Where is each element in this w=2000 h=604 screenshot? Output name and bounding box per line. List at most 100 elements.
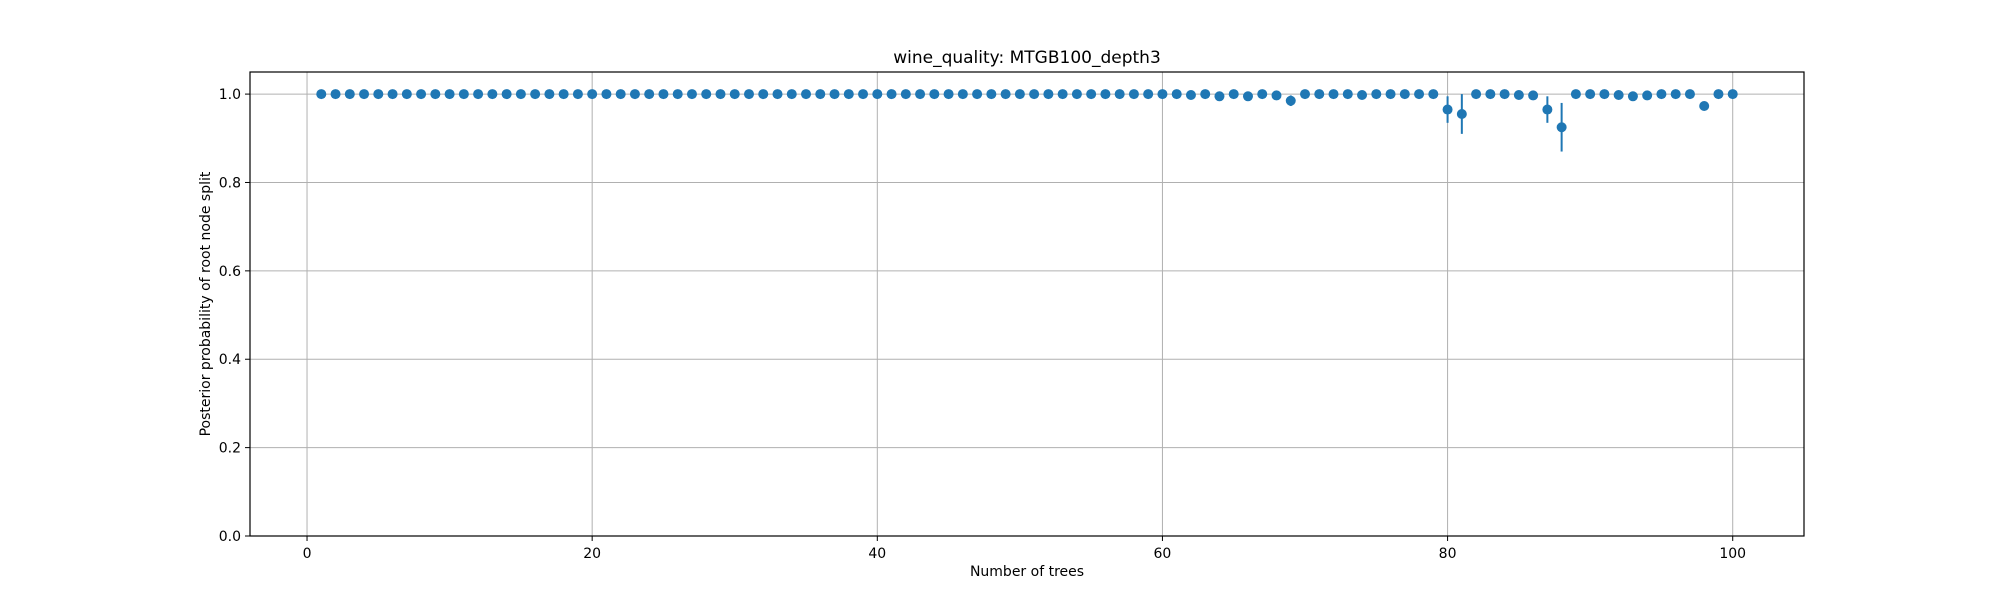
x-tick-label: 0: [303, 546, 312, 562]
data-point: [344, 89, 355, 100]
data-point: [1656, 89, 1667, 100]
data-point: [1499, 89, 1510, 100]
data-point: [915, 89, 926, 100]
data-point: [544, 89, 555, 100]
data-point: [530, 89, 541, 100]
data-point: [1485, 89, 1496, 100]
x-tick-label: 20: [583, 546, 601, 562]
data-point: [772, 89, 783, 100]
data-point: [487, 89, 498, 100]
data-point: [1214, 91, 1225, 102]
data-point: [1342, 89, 1353, 100]
data-point: [1399, 89, 1410, 100]
data-point: [416, 89, 427, 100]
data-point: [729, 89, 740, 100]
data-point: [801, 89, 812, 100]
data-point: [1570, 89, 1581, 100]
data-point: [444, 89, 455, 100]
data-point: [330, 89, 341, 100]
x-axis-label: Number of trees: [970, 564, 1084, 580]
data-point: [943, 89, 954, 100]
data-point: [1670, 89, 1681, 100]
data-point: [1057, 89, 1068, 100]
data-point: [1513, 89, 1524, 100]
data-point: [629, 89, 640, 100]
y-axis-label: Posterior probability of root node split: [198, 171, 214, 436]
data-point: [1143, 89, 1154, 100]
data-point: [515, 89, 526, 100]
y-tick-label: 1.0: [219, 87, 241, 103]
data-point: [1471, 89, 1482, 100]
data-point: [1285, 95, 1296, 106]
data-point: [1271, 90, 1282, 101]
data-point: [1328, 89, 1339, 100]
data-points: [316, 89, 1738, 152]
data-point: [858, 89, 869, 100]
data-point: [1014, 89, 1025, 100]
data-point: [615, 89, 626, 100]
data-point: [758, 89, 769, 100]
data-point: [900, 89, 911, 100]
data-point: [1171, 89, 1182, 100]
data-point: [1727, 89, 1738, 100]
data-point: [672, 89, 683, 100]
data-point: [1585, 89, 1596, 100]
data-point: [1414, 89, 1425, 100]
data-point: [843, 89, 854, 100]
data-point: [1642, 90, 1653, 101]
data-point: [373, 89, 384, 100]
data-point: [686, 89, 697, 100]
plot-frame: [249, 71, 1805, 537]
data-point: [1200, 89, 1211, 100]
data-point: [359, 89, 370, 100]
data-point: [929, 89, 940, 100]
data-point: [473, 89, 484, 100]
data-point: [1456, 108, 1467, 119]
data-point: [786, 89, 797, 100]
data-point: [1556, 122, 1567, 133]
x-tick-label: 40: [868, 546, 886, 562]
data-point: [1086, 89, 1097, 100]
data-point: [701, 89, 712, 100]
data-point: [658, 89, 669, 100]
y-tick-label: 0.6: [219, 264, 241, 280]
data-point: [1599, 89, 1610, 100]
data-point: [1043, 89, 1054, 100]
x-tick-label: 80: [1439, 546, 1457, 562]
data-point: [401, 89, 412, 100]
data-point: [1000, 89, 1011, 100]
data-point: [1613, 89, 1624, 100]
data-point: [1257, 89, 1268, 100]
data-point: [501, 89, 512, 100]
data-point: [1242, 91, 1253, 102]
data-point: [1528, 90, 1539, 101]
data-point: [572, 89, 583, 100]
axis-ticks: 0 20 40 60 80 100 0.0 0.2 0.4 0.6 0.8 1.0: [219, 87, 1746, 562]
data-point: [1428, 89, 1439, 100]
data-point: [972, 89, 983, 100]
y-tick-label: 0.2: [219, 441, 241, 457]
data-point: [1157, 89, 1168, 100]
data-point: [1357, 89, 1368, 100]
data-point: [1185, 89, 1196, 100]
data-point: [1100, 89, 1111, 100]
data-point: [1029, 89, 1040, 100]
x-tick-label: 60: [1154, 546, 1172, 562]
data-point: [715, 89, 726, 100]
data-point: [872, 89, 883, 100]
data-point: [1627, 91, 1638, 102]
data-point: [1684, 89, 1695, 100]
data-point: [644, 89, 655, 100]
data-point: [601, 89, 612, 100]
data-point: [387, 89, 398, 100]
data-point: [430, 89, 441, 100]
y-tick-label: 0.8: [219, 175, 241, 191]
data-point: [587, 89, 598, 100]
data-point: [1385, 89, 1396, 100]
data-point: [1114, 89, 1125, 100]
data-point: [1228, 89, 1239, 100]
data-point: [458, 89, 469, 100]
